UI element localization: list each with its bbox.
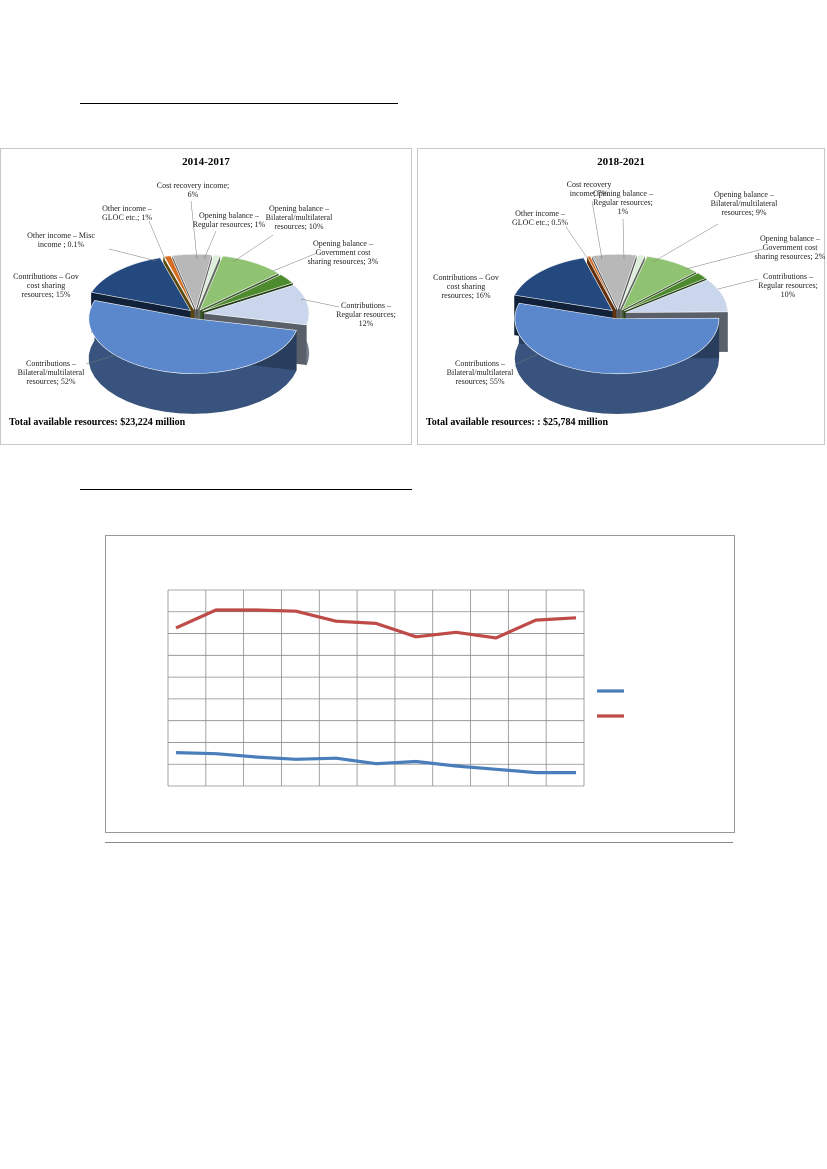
pie-label-line: Bilateral/multilateral <box>17 368 85 377</box>
leader-line <box>300 298 340 308</box>
pie-title: 2018-2021 <box>597 156 645 168</box>
pie-label-line: Bilateral/multilateral <box>710 199 778 208</box>
pie-label-line: resources; 10% <box>274 222 324 231</box>
section-rule-middle <box>80 489 412 490</box>
pie-slice-label: Contributions – Bilateral/multilateral res… <box>18 359 85 386</box>
pie-label-line: Other income – <box>515 209 565 218</box>
leader-line <box>565 226 589 260</box>
pie-label-line: Government cost <box>762 243 818 252</box>
pie-label-line: Contributions – <box>340 301 392 310</box>
pie-chart-2014-2017 <box>85 200 340 414</box>
pie-panel-2018-2021: 2018-2021 Cost recovery income; 7% Opening… <box>417 148 825 445</box>
pie-slice-label: Opening balance – Bilateral/multilateral r… <box>266 204 333 231</box>
pie-slice-label: Opening balance – Regular resources; 1% <box>193 211 265 229</box>
pie-slice <box>88 300 297 414</box>
pie-title: 2014-2017 <box>182 156 230 168</box>
leader-line <box>148 220 166 260</box>
pie-label-line: GLOC etc.; 1% <box>102 213 152 222</box>
pie-label-line: resources; 16% <box>441 291 491 300</box>
pie-slice-label: Contributions – Gov cost sharing resources… <box>433 273 499 300</box>
leader-line <box>232 234 274 263</box>
pie-label-line: 6% <box>187 190 199 199</box>
pie-label-line: Bilateral/multilateral <box>265 213 333 222</box>
pie-label-line: Contributions – <box>454 359 506 368</box>
pie-total: Total available resources: : $25,784 mil… <box>426 417 609 428</box>
pie-label-line: resources; 15% <box>21 290 71 299</box>
leader-line <box>85 353 120 365</box>
pie-label-line: sharing resources; 3% <box>307 257 379 266</box>
pie-slice-label: Contributions – Gov cost sharing resources… <box>13 272 79 299</box>
pie-label-line: cost sharing <box>26 281 66 290</box>
pie-label-line: 1% <box>617 207 629 216</box>
pie-label-line: Contributions – Gov <box>13 272 79 281</box>
pie-slice-label: Other income – GLOC etc.; 0.5% <box>512 209 568 227</box>
leader-line <box>203 230 217 260</box>
pie-label-line: GLOC etc.; 0.5% <box>512 218 568 227</box>
pie-label-line: Contributions – Gov <box>433 273 499 282</box>
leader-line <box>652 223 719 263</box>
pie-label-line: income ; 0.1% <box>37 240 85 249</box>
section-rule-top <box>80 103 398 104</box>
pie-label-line: Contributions – <box>762 272 814 281</box>
pie-label-line: 12% <box>358 319 374 328</box>
pie-label-line: sharing resources; 2% <box>754 252 826 261</box>
pie-label-line: resources; 52% <box>26 377 76 386</box>
line-grid <box>167 589 585 787</box>
pie-panel-2014-2017: 2014-2017 Cost recovery income; 6% Opening… <box>0 148 412 445</box>
pie-label-line: resources; 55% <box>455 377 505 386</box>
pie-label-line: Opening balance – <box>593 189 653 198</box>
pie-slice-label: Contributions – Bilateral/multilateral res… <box>447 359 514 386</box>
leader-line <box>272 252 318 272</box>
pie-label-line: Cost recovery <box>566 180 612 189</box>
leader-line <box>591 200 603 260</box>
leader-line <box>190 200 198 260</box>
pie-label-line: Other income – <box>102 204 152 213</box>
pie-label-line: Government cost <box>315 248 371 257</box>
pie-label-line: income; 7% <box>569 189 609 198</box>
pie-slice-label: Opening balance – Regular resources; 1% <box>593 189 653 216</box>
pie-slice <box>514 302 720 414</box>
pie-chart-2018-2021 <box>514 200 764 414</box>
pie-slice-label: Opening balance – Government cost sharing … <box>308 239 379 266</box>
pie-slice-label: Contributions – Regular resources; 10% <box>758 272 818 299</box>
line-series-1 <box>175 751 576 775</box>
pie-label-line: resources; 9% <box>721 208 767 217</box>
line-chart-panel <box>105 535 735 833</box>
leader-line <box>685 248 764 270</box>
pie-label-line: Opening balance – <box>269 204 329 213</box>
leader-line <box>717 278 759 290</box>
pie-slice-label: Opening balance – Government cost sharing … <box>755 234 826 261</box>
pie-label-line: Cost recovery income; <box>156 181 230 190</box>
line-chart <box>167 589 624 787</box>
leader-line <box>515 353 539 365</box>
pie-label-line: Regular resources; 1% <box>192 220 266 229</box>
leader-line <box>108 248 158 262</box>
pie-slice-label: Other income – GLOC etc.; 1% <box>102 204 152 222</box>
pie-slice-label: Cost recovery income; 7% <box>567 180 612 198</box>
pie-label-line: Regular resources; <box>758 281 818 290</box>
pie-slice-label: Opening balance – Bilateral/multilateral r… <box>711 190 778 217</box>
pie-label-line: 10% <box>780 290 796 299</box>
pie-label-line: Opening balance – <box>313 239 373 248</box>
pie-total: Total available resources: $23,224 milli… <box>9 417 186 428</box>
pie-label-line: Opening balance – <box>714 190 774 199</box>
pie-label-line: Regular resources; <box>593 198 653 207</box>
pie-slice-label: Cost recovery income; 6% <box>157 181 229 199</box>
pie-label-line: cost sharing <box>446 282 486 291</box>
pie-label-line: Contributions – <box>25 359 77 368</box>
pie-slice-label: Other income – Misc income ; 0.1% <box>27 231 95 249</box>
pie-label-line: Bilateral/multilateral <box>446 368 514 377</box>
pie-label-line: Other income – Misc <box>27 231 95 240</box>
pie-label-line: Opening balance – <box>199 211 259 220</box>
pie-label-line: Opening balance – <box>760 234 820 243</box>
pie-label-line: Regular resources; <box>336 310 396 319</box>
pie-slice-label: Contributions – Regular resources; 12% <box>336 301 396 328</box>
leader-line <box>622 218 625 260</box>
section-rule-bottom <box>105 842 733 843</box>
